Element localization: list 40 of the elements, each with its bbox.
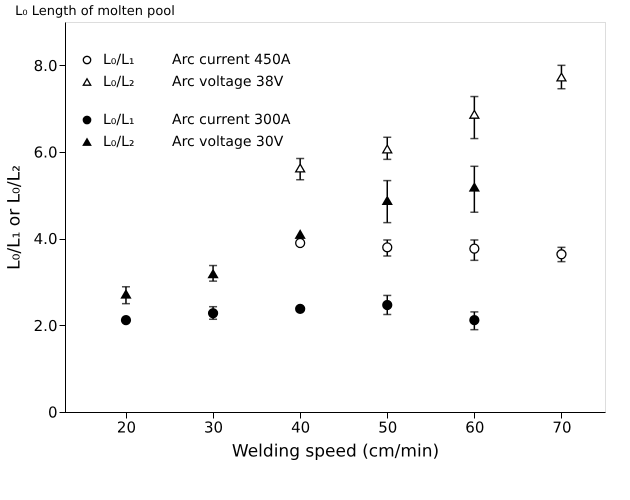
point	[556, 72, 567, 82]
point	[382, 144, 392, 154]
point	[295, 238, 306, 248]
annotation: Arc voltage 30V	[172, 134, 284, 150]
legend-label: L₀/L₁	[103, 52, 135, 68]
point	[382, 300, 392, 310]
chart-title: L₀ Length of molten pool	[15, 4, 175, 19]
point	[556, 249, 567, 260]
point	[469, 182, 480, 192]
legend-label: L₀/L₁	[103, 112, 135, 128]
x-tick-label: 50	[378, 418, 398, 436]
point	[295, 304, 306, 314]
x-tick-label: 70	[552, 418, 572, 436]
point	[469, 244, 480, 254]
x-axis-title: Welding speed (cm/min)	[232, 442, 440, 462]
x-tick-label: 60	[465, 418, 484, 436]
y-tick-label: 8.0	[34, 56, 58, 75]
y-tick-label: 0	[48, 404, 58, 422]
point	[295, 164, 306, 173]
point	[295, 230, 306, 239]
point	[120, 290, 132, 299]
y-tick-label: 4.0	[34, 230, 58, 248]
point	[382, 196, 392, 206]
legend-label: L₀/L₂	[103, 74, 135, 90]
x-tick-label: 20	[116, 418, 136, 436]
annotation: Arc current 450A	[172, 52, 291, 68]
annotation: Arc voltage 38V	[172, 74, 284, 90]
y-axis-title: L₀/L₁ or L₀/L₂	[4, 165, 25, 270]
y-tick-label: 2.0	[34, 316, 58, 335]
point	[208, 308, 218, 318]
point	[469, 110, 480, 119]
legend-label: L₀/L₂	[103, 134, 135, 150]
point	[469, 315, 480, 326]
annotation: Arc current 300A	[172, 112, 291, 128]
x-tick-label: 30	[204, 418, 224, 436]
point	[120, 315, 132, 326]
y-tick-label: 6.0	[34, 144, 58, 162]
point	[208, 269, 218, 278]
point	[382, 242, 392, 252]
x-tick-label: 40	[291, 418, 310, 436]
